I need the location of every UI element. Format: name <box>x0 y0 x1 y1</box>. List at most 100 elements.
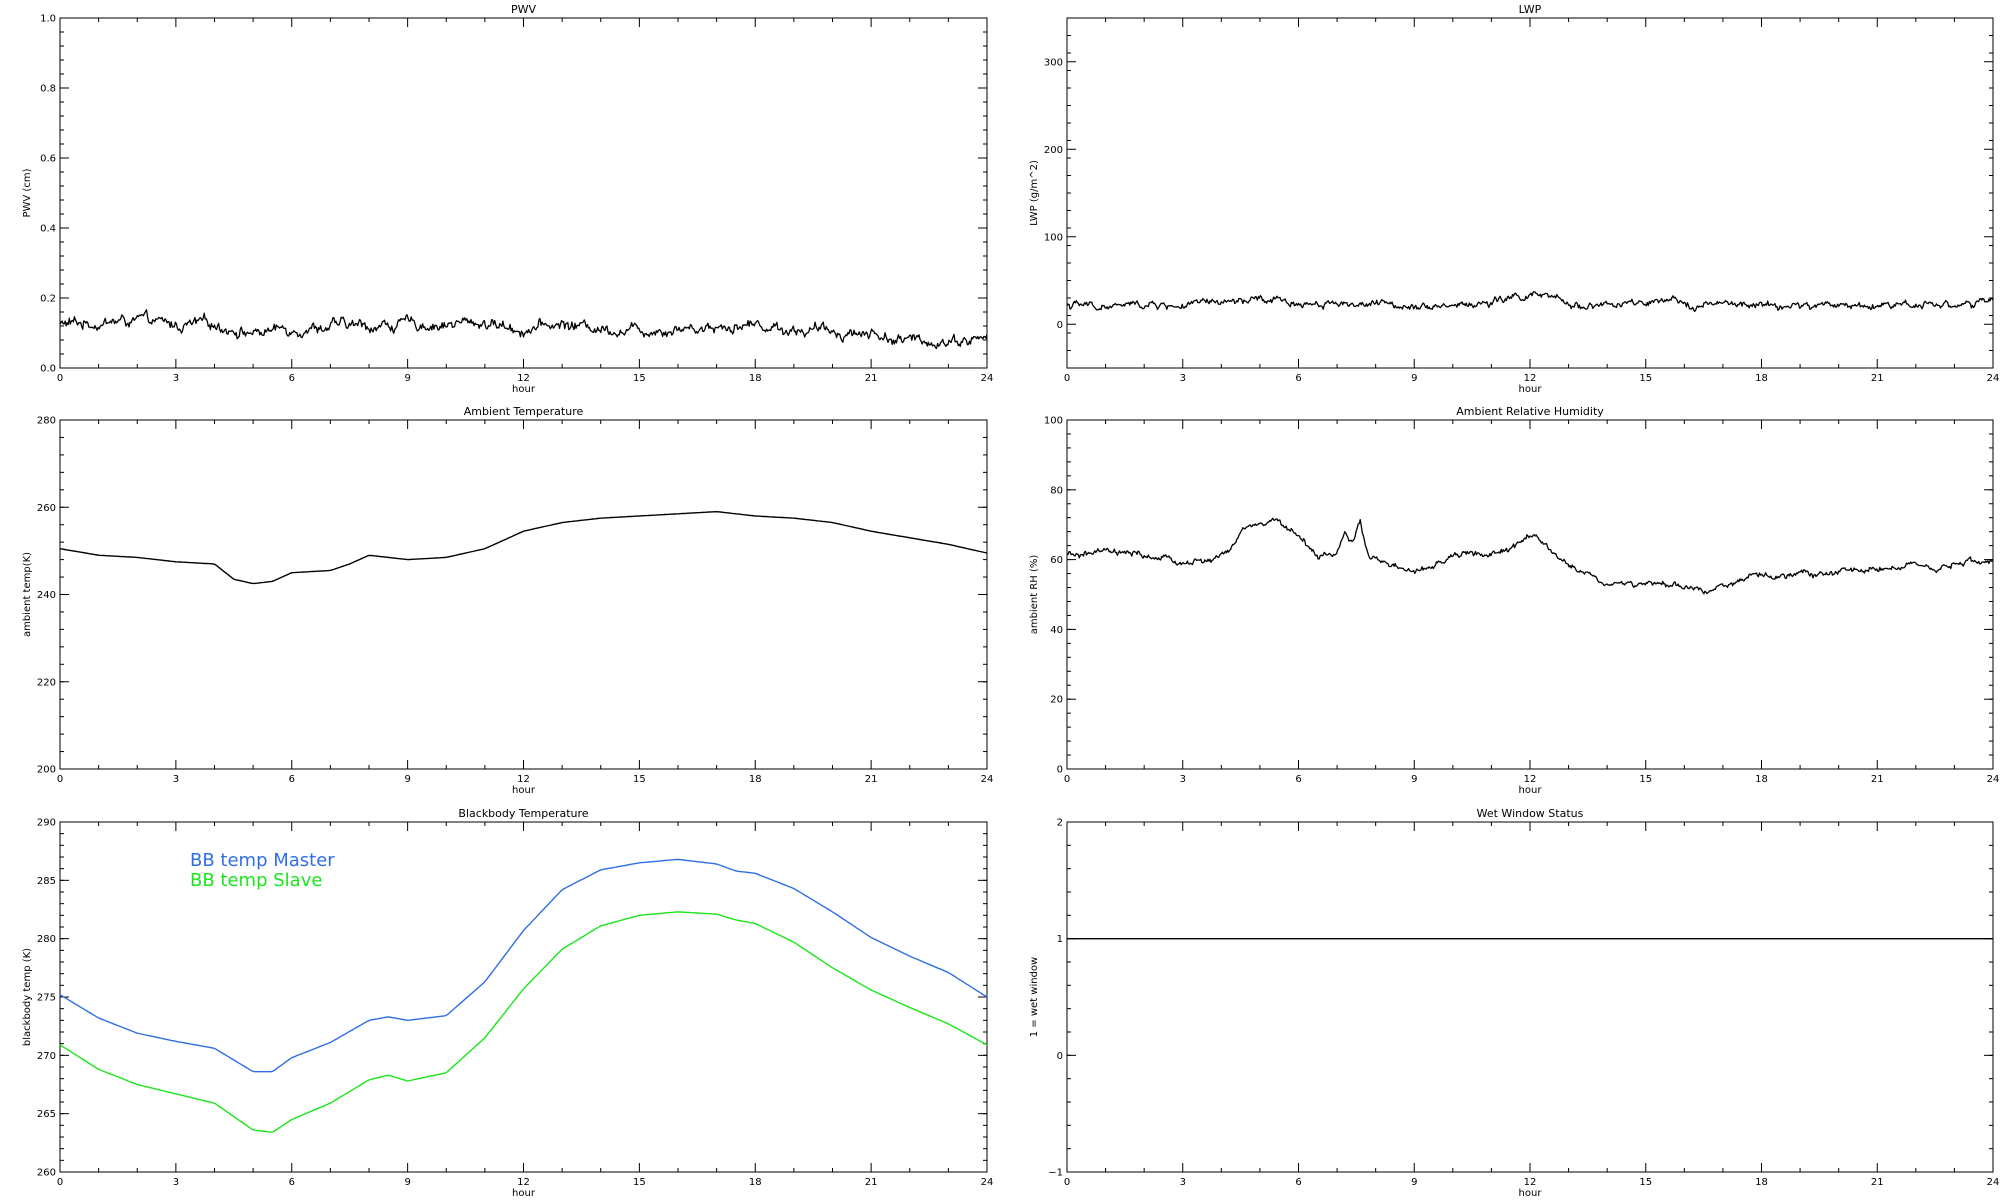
x-tick-label: 6 <box>289 373 295 384</box>
y-axis-label: LWP (g/m^2) <box>1029 160 1040 226</box>
series-line-1 <box>59 309 988 350</box>
x-tick-label: 3 <box>173 774 179 785</box>
y-axis-label: ambient temp(K) <box>22 552 33 637</box>
y-tick-label: 0 <box>1057 765 1063 776</box>
x-tick-label: 9 <box>404 373 410 384</box>
x-tick-label: 18 <box>749 1177 762 1188</box>
y-tick-label: 280 <box>37 934 56 945</box>
x-axis-label: hour <box>1519 1188 1543 1199</box>
x-tick-label: 18 <box>1755 774 1768 785</box>
plot-frame <box>1066 821 1994 1173</box>
y-tick-label: 240 <box>37 590 56 601</box>
x-tick-label: 15 <box>633 373 646 384</box>
chart-panel-5: Blackbody Temperature 0 3 6 9 12 15 18 21 24 hour 2… <box>22 807 993 1199</box>
y-tick-label: 200 <box>1044 145 1063 156</box>
series-line-1 <box>1066 517 1994 595</box>
y-tick-label: 1 <box>1057 934 1063 945</box>
x-tick-label: 9 <box>1411 1177 1417 1188</box>
y-tick-label: 100 <box>1044 232 1063 243</box>
chart-panel-1: PWV 0 3 6 9 12 15 18 21 24 hour 0.0 0.2 0.4 0.6 0.8 1.0 P… <box>22 3 993 395</box>
series-line-1 <box>1066 290 1994 313</box>
y-tick-label: 100 <box>1044 416 1063 427</box>
chart-title: Blackbody Temperature <box>458 807 588 820</box>
x-tick-label: 3 <box>1180 774 1186 785</box>
x-tick-label: 12 <box>1524 1177 1537 1188</box>
legend-entry-2: BB temp Slave <box>190 870 322 891</box>
x-tick-label: 18 <box>1755 1177 1768 1188</box>
y-axis-label: blackbody temp (K) <box>22 948 33 1046</box>
x-tick-label: 24 <box>981 774 994 785</box>
y-tick-label: 260 <box>37 1168 56 1179</box>
x-tick-label: 0 <box>57 1177 63 1188</box>
x-tick-label: 24 <box>981 373 994 384</box>
series-line-1 <box>59 511 988 585</box>
x-tick-label: 6 <box>1295 1177 1301 1188</box>
x-tick-label: 15 <box>633 774 646 785</box>
x-tick-label: 18 <box>749 774 762 785</box>
y-tick-label: −1 <box>1048 1168 1063 1179</box>
y-tick-label: 285 <box>37 876 56 887</box>
y-tick-label: 200 <box>37 765 56 776</box>
plot-frame <box>1066 419 1994 770</box>
y-axis-label: ambient RH (%) <box>1029 555 1040 635</box>
x-tick-label: 21 <box>865 774 878 785</box>
series-line-1 <box>59 858 988 1073</box>
chart-title: LWP <box>1519 3 1542 16</box>
x-tick-label: 21 <box>1871 774 1884 785</box>
x-tick-label: 0 <box>57 774 63 785</box>
y-tick-label: 275 <box>37 993 56 1004</box>
y-tick-label: 2 <box>1057 818 1063 829</box>
x-tick-label: 12 <box>517 1177 530 1188</box>
x-tick-label: 21 <box>1871 1177 1884 1188</box>
y-tick-label: 60 <box>1050 555 1063 566</box>
x-tick-label: 21 <box>865 373 878 384</box>
x-tick-label: 6 <box>1295 774 1301 785</box>
x-tick-label: 0 <box>1064 1177 1070 1188</box>
x-axis-label: hour <box>1519 384 1543 395</box>
y-tick-label: 265 <box>37 1109 56 1120</box>
x-tick-label: 24 <box>1987 774 2000 785</box>
x-tick-label: 12 <box>517 373 530 384</box>
x-tick-label: 6 <box>289 1177 295 1188</box>
x-tick-label: 24 <box>981 1177 994 1188</box>
x-axis-label: hour <box>512 1188 536 1199</box>
x-tick-label: 24 <box>1987 373 2000 384</box>
x-tick-label: 15 <box>1639 774 1652 785</box>
x-tick-label: 15 <box>633 1177 646 1188</box>
plot-frame <box>59 419 988 770</box>
y-tick-label: 0.2 <box>40 294 56 305</box>
plot-frame <box>59 17 988 369</box>
x-tick-label: 6 <box>1295 373 1301 384</box>
x-tick-label: 15 <box>1639 373 1652 384</box>
y-tick-label: 80 <box>1050 485 1063 496</box>
x-tick-label: 3 <box>1180 1177 1186 1188</box>
x-tick-label: 24 <box>1987 1177 2000 1188</box>
plot-frame <box>1066 17 1994 369</box>
y-tick-label: 280 <box>37 416 56 427</box>
y-tick-label: 220 <box>37 677 56 688</box>
x-tick-label: 6 <box>289 774 295 785</box>
x-axis-label: hour <box>512 785 536 796</box>
y-tick-label: 290 <box>37 818 56 829</box>
x-tick-label: 12 <box>517 774 530 785</box>
y-tick-label: 0 <box>1057 1051 1063 1062</box>
x-tick-label: 0 <box>57 373 63 384</box>
x-tick-label: 9 <box>1411 774 1417 785</box>
x-tick-label: 9 <box>1411 373 1417 384</box>
chart-panel-3: Ambient Temperature 0 3 6 9 12 15 18 21 24 hour 200… <box>22 405 993 796</box>
x-tick-label: 3 <box>173 1177 179 1188</box>
y-axis-label: 1 = wet window <box>1029 957 1040 1037</box>
chart-title: Wet Window Status <box>1477 807 1584 820</box>
y-tick-label: 0.8 <box>40 84 56 95</box>
x-axis-label: hour <box>512 384 536 395</box>
x-tick-label: 15 <box>1639 1177 1652 1188</box>
y-tick-label: 270 <box>37 1051 56 1062</box>
y-tick-label: 0.4 <box>40 224 56 235</box>
x-tick-label: 21 <box>1871 373 1884 384</box>
x-tick-label: 18 <box>749 373 762 384</box>
x-tick-label: 12 <box>1524 774 1537 785</box>
chart-title: PWV <box>511 3 537 16</box>
x-tick-label: 3 <box>173 373 179 384</box>
